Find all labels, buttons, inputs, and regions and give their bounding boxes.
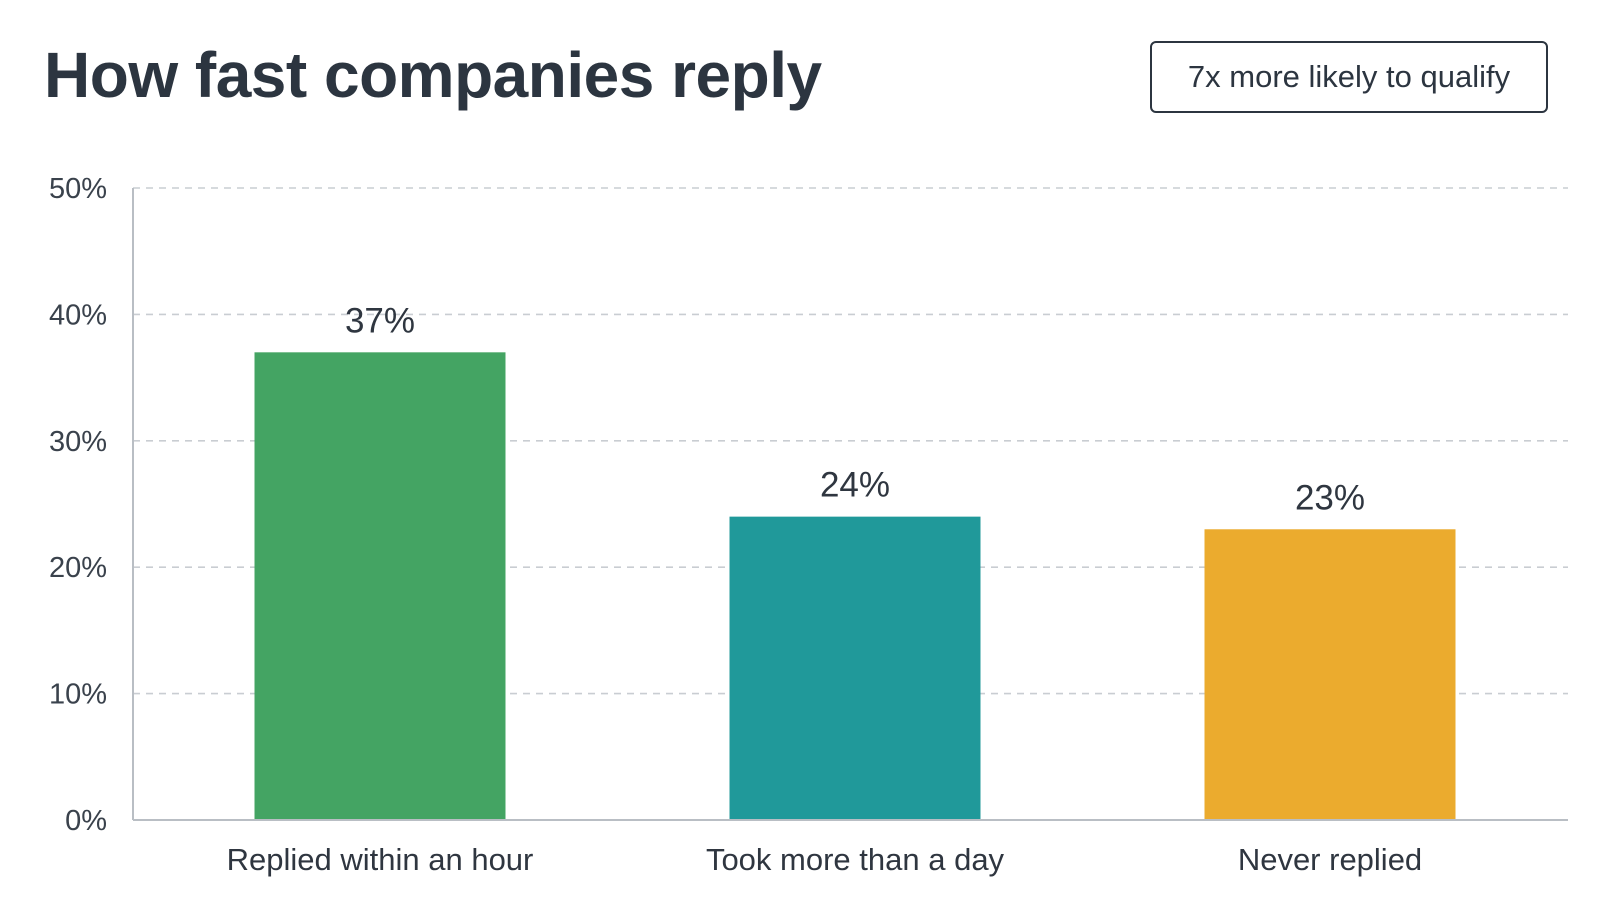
y-tick-label: 20%: [49, 552, 107, 584]
data-label: 23%: [1295, 478, 1365, 517]
bar: [729, 516, 981, 820]
x-category-label: Never replied: [1238, 842, 1422, 877]
y-tick-label: 40%: [49, 299, 107, 331]
bar: [1204, 529, 1456, 820]
y-tick-label: 50%: [49, 173, 107, 205]
x-category-label: Replied within an hour: [227, 842, 534, 877]
data-label: 24%: [820, 466, 890, 505]
y-tick-label: 10%: [49, 679, 107, 711]
data-label: 37%: [345, 301, 415, 340]
bar: [254, 352, 506, 820]
chart-title: How fast companies reply: [44, 39, 822, 111]
axes: [132, 188, 1568, 821]
x-category-label: Took more than a day: [706, 842, 1005, 877]
bars: [254, 352, 1456, 820]
qualify-badge: 7x more likely to qualify: [1150, 41, 1548, 113]
y-tick-label: 0%: [65, 805, 107, 837]
labels: 0% 10% 20% 30% 40% 50% 37% Replied within an ho…: [49, 173, 1422, 877]
y-tick-label: 30%: [49, 426, 107, 458]
